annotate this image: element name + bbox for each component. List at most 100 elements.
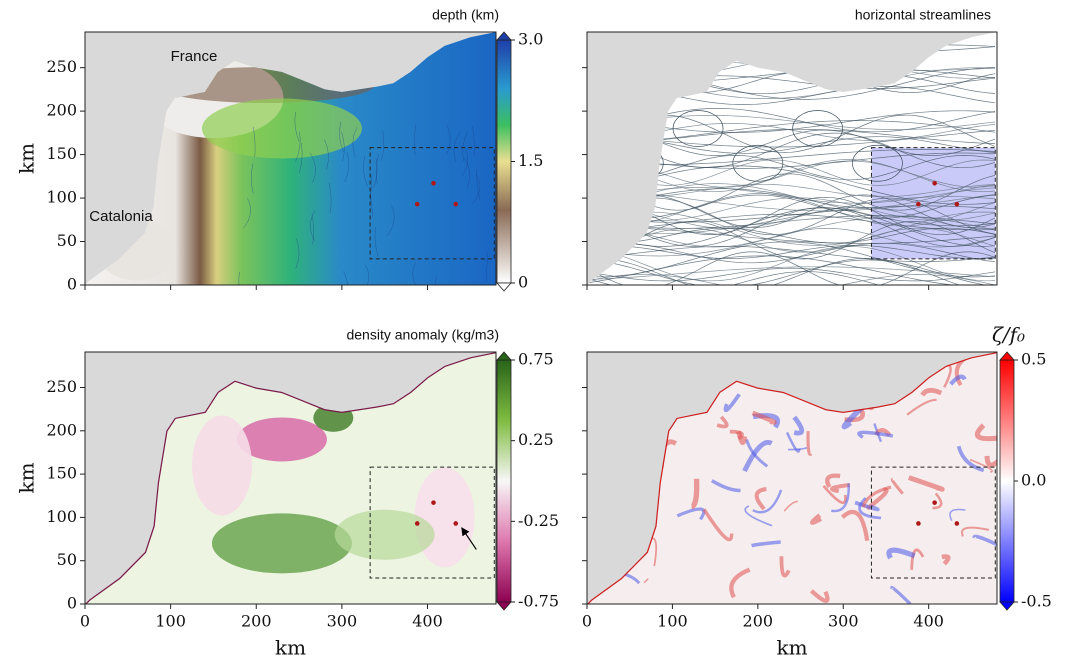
x-tick-label: 400 [913,612,944,631]
focus-box [870,466,996,579]
filament [906,398,937,416]
contour [485,252,489,283]
contour [461,146,468,177]
contour [311,214,314,245]
contour [360,264,370,285]
streamline [587,251,996,285]
y-label: km [15,462,39,493]
streamline [587,274,996,285]
contour [310,210,316,241]
contour [376,153,379,184]
contour [381,130,385,161]
colorbar-tick-label: 0.5 [1021,350,1046,369]
filament [742,439,773,473]
filament [751,410,777,425]
filament [676,507,706,521]
point [932,500,937,505]
filament [858,496,882,520]
contour [324,139,329,170]
focus-box [369,466,495,579]
field-blob [201,98,362,159]
colorbar-extend [496,31,512,41]
streamline [587,227,996,253]
filament [932,492,943,510]
colorbar-extend [496,351,512,361]
y-tick-label: 250 [46,57,77,76]
contour [412,262,421,285]
axes-frame [84,351,497,605]
filament [969,458,993,473]
field-blob [334,509,435,560]
filament [920,387,943,397]
streamline [587,246,996,262]
x-tick-label: 200 [241,612,272,631]
chart-title: density anomaly (kg/m3) [346,327,499,343]
filament [857,430,894,439]
contour [295,238,300,269]
filament [830,482,850,494]
filament [890,585,912,604]
point [414,201,420,207]
contour [252,126,256,157]
streamline [587,271,996,285]
filament [956,445,985,473]
axes-frame [586,351,998,605]
streamline [587,207,996,247]
eddy [792,110,843,147]
arrow [461,527,477,550]
colorbar-tick-label: 1.5 [518,151,543,170]
annotation: Catalonia [89,208,153,225]
colorbar-tick-label: 0 [518,273,528,292]
point [431,500,436,505]
contour [352,127,357,158]
streamline [587,221,996,260]
eddy [852,144,903,182]
colorbar-tick-label: 0.0 [1021,471,1046,490]
filament [822,484,847,505]
filament [910,548,925,570]
filament [779,556,791,578]
y-label: km [15,143,39,174]
filament [890,477,904,495]
colorbar [496,359,512,603]
contour [363,156,368,187]
filament [729,567,751,599]
y-tick-label: 250 [46,377,77,396]
x-tick-label: 0 [80,612,90,631]
colorbar [496,39,512,284]
contour [453,131,461,162]
filament [809,513,823,525]
filament [710,479,741,493]
contour [471,174,481,205]
filament [690,478,700,510]
filament [702,508,734,542]
x-tick-label: 100 [155,612,186,631]
axes-frame [586,31,998,286]
contour [464,158,470,189]
streamline [587,267,996,282]
colorbar-extend [496,282,512,292]
colorbar-tick-label: 0.75 [518,350,554,369]
x-tick-label: 300 [828,612,859,631]
contour [343,271,349,285]
filament [908,475,945,492]
contour [433,275,438,285]
y-tick-label: 50 [57,231,77,250]
contour [339,121,344,152]
y-tick-label: 50 [57,550,77,569]
x-label: km [275,636,306,660]
x-tick-label: 400 [412,612,443,631]
streamline [587,211,996,246]
filament [754,487,767,511]
filament [716,415,729,429]
point [954,521,960,526]
filament [643,578,649,584]
x-tick-label: 200 [743,612,774,631]
colorbar-extend [999,601,1015,611]
streamline [587,246,996,282]
filament [886,547,916,560]
annotation: France [171,48,218,65]
streamline [587,213,996,231]
